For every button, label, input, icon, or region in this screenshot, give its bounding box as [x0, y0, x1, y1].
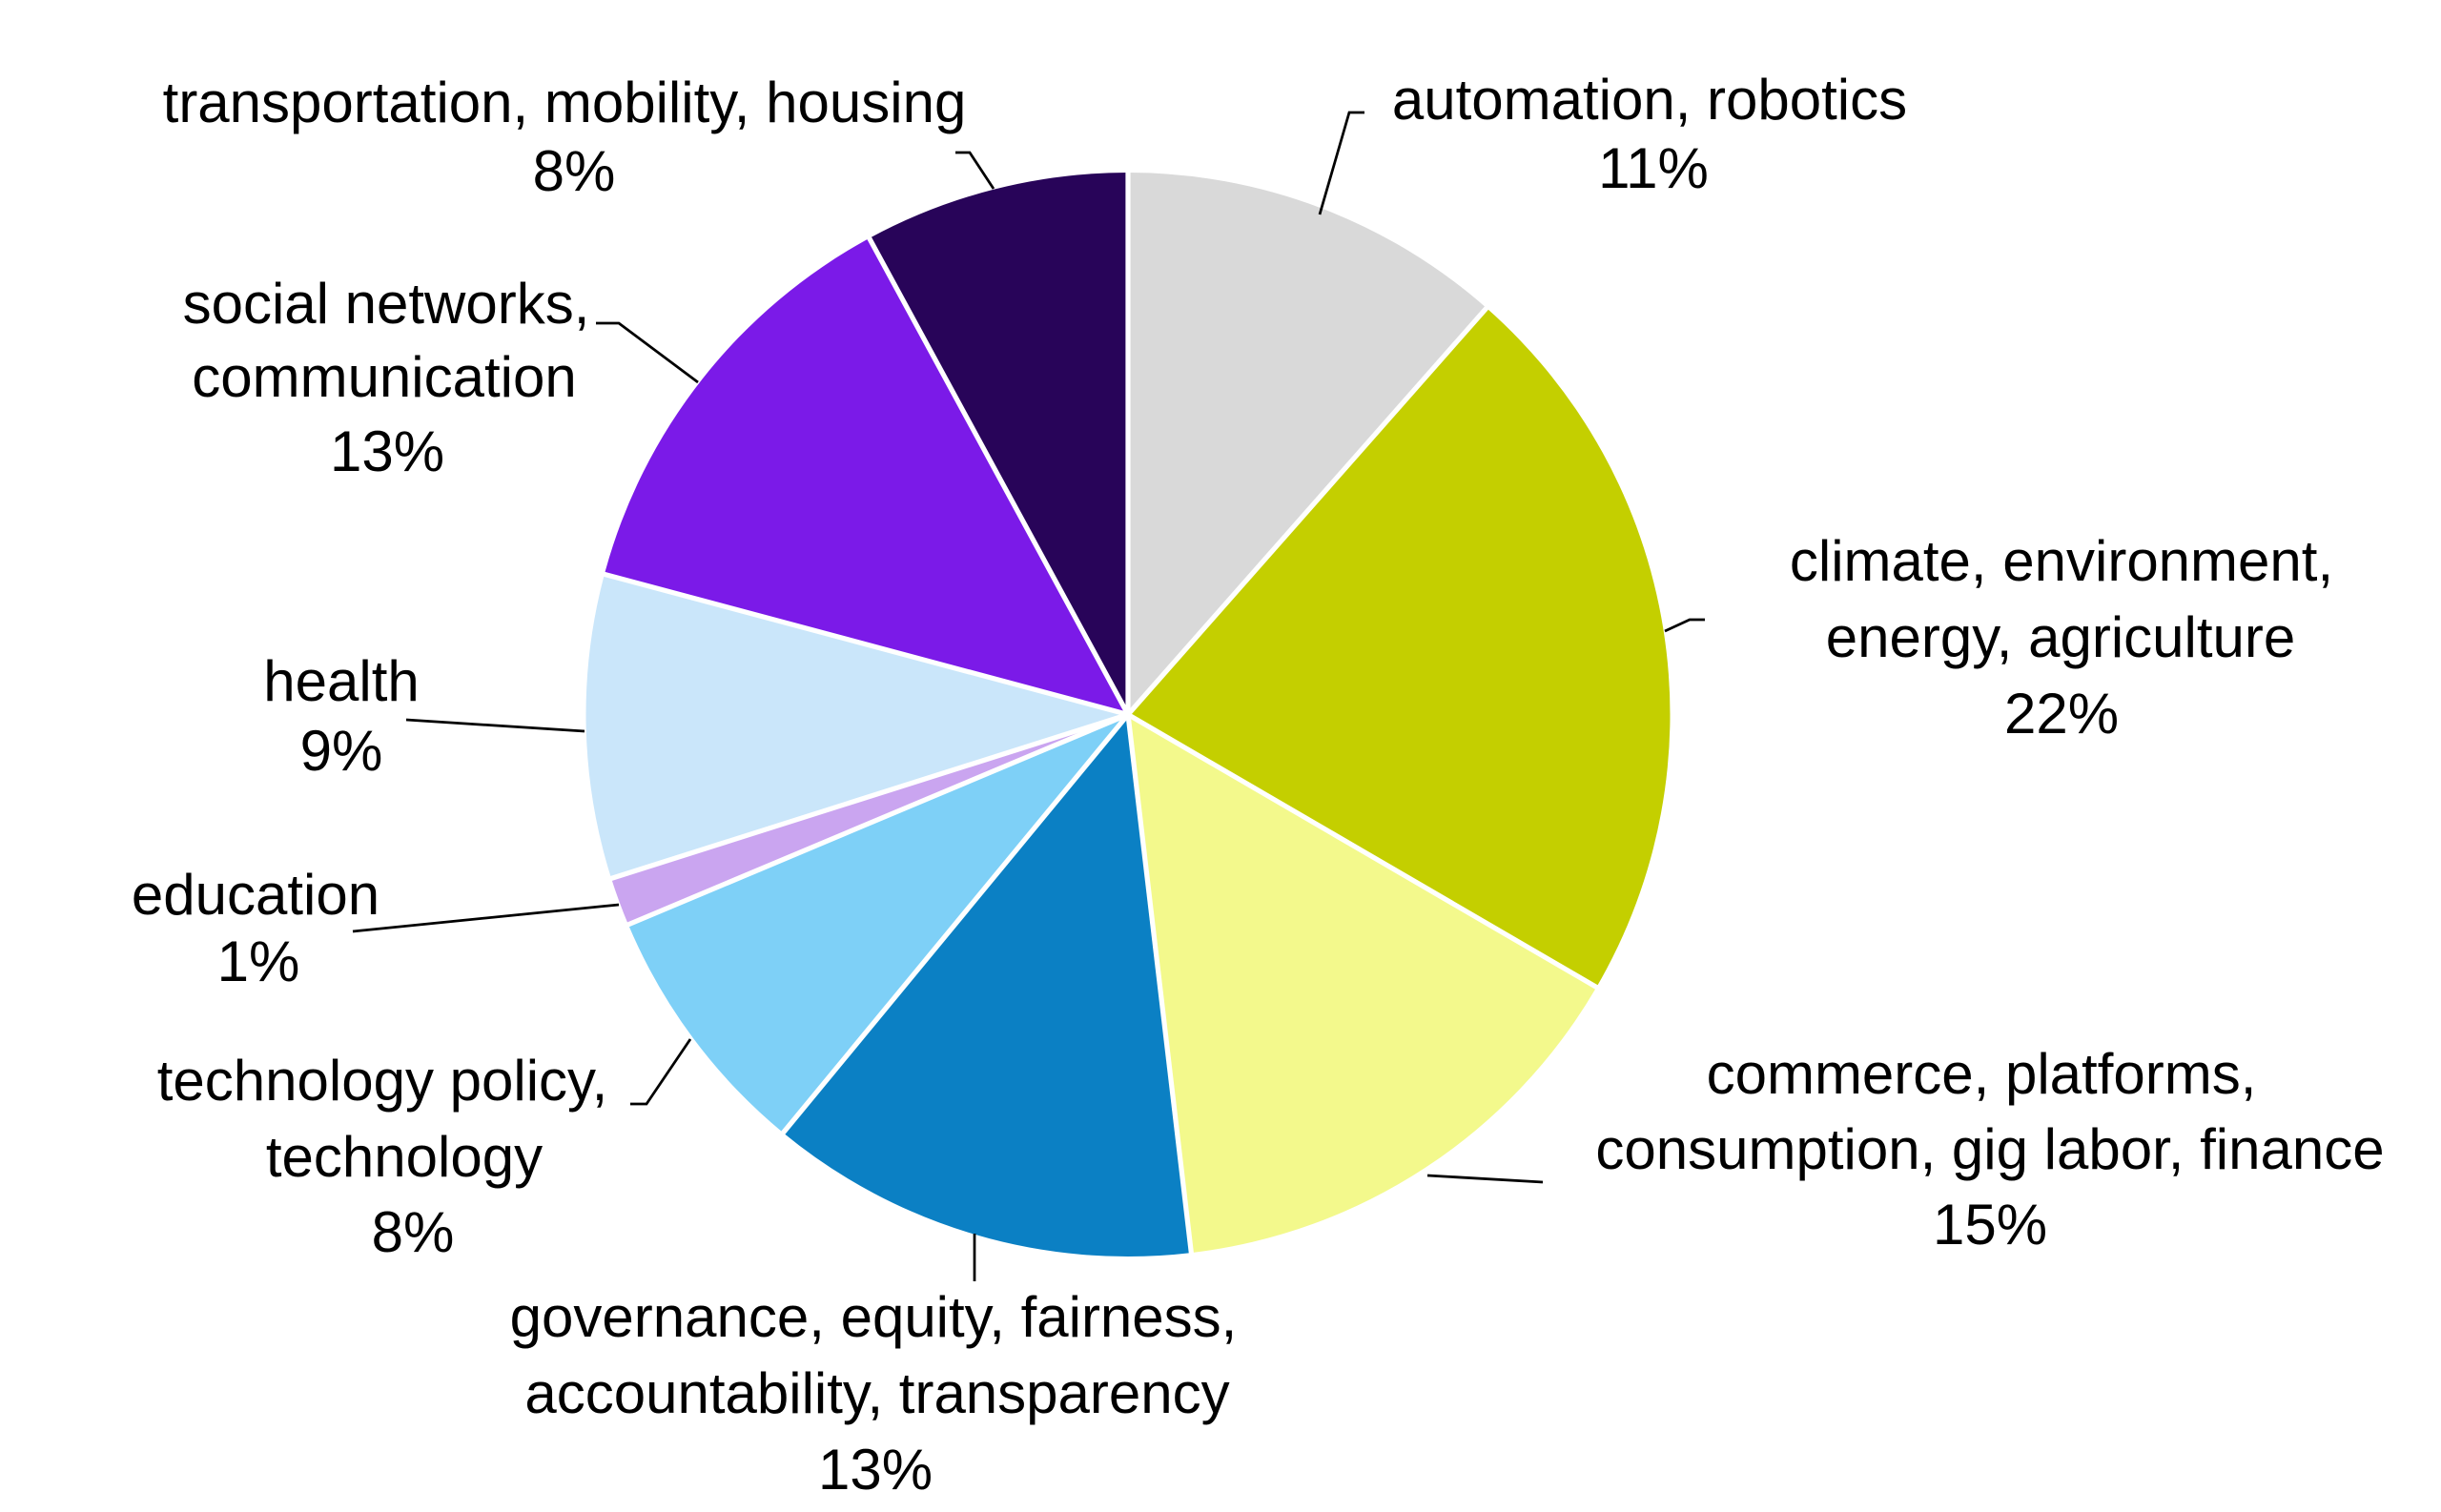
svg-text:transportation, mobility, hous: transportation, mobility, housing — [163, 71, 967, 134]
svg-text:8%: 8% — [372, 1200, 455, 1264]
svg-text:13%: 13% — [330, 419, 444, 483]
svg-text:15%: 15% — [1933, 1193, 2047, 1257]
svg-text:9%: 9% — [300, 719, 383, 783]
svg-text:climate, environment,: climate, environment, — [1790, 529, 2333, 593]
svg-text:technology: technology — [266, 1125, 543, 1189]
svg-text:energy, agriculture: energy, agriculture — [1826, 605, 2295, 669]
svg-text:communication: communication — [192, 345, 577, 409]
svg-text:commerce, platforms,: commerce, platforms, — [1707, 1042, 2257, 1106]
svg-text:consumption, gig labor, financ: consumption, gig labor, finance — [1595, 1117, 2384, 1181]
svg-text:accountability, transparency: accountability, transparency — [524, 1361, 1229, 1425]
svg-text:22%: 22% — [2004, 682, 2119, 746]
svg-text:technology policy,: technology policy, — [157, 1049, 608, 1113]
svg-text:governance, equity, fairness,: governance, equity, fairness, — [510, 1285, 1238, 1349]
svg-text:education: education — [132, 863, 379, 927]
svg-text:13%: 13% — [818, 1438, 933, 1502]
svg-text:8%: 8% — [533, 139, 616, 203]
svg-text:1%: 1% — [217, 930, 300, 993]
svg-text:social networks,: social networks, — [183, 272, 590, 336]
svg-text:11%: 11% — [1598, 136, 1709, 200]
svg-text:automation, robotics: automation, robotics — [1392, 68, 1907, 132]
svg-text:health: health — [263, 649, 419, 713]
